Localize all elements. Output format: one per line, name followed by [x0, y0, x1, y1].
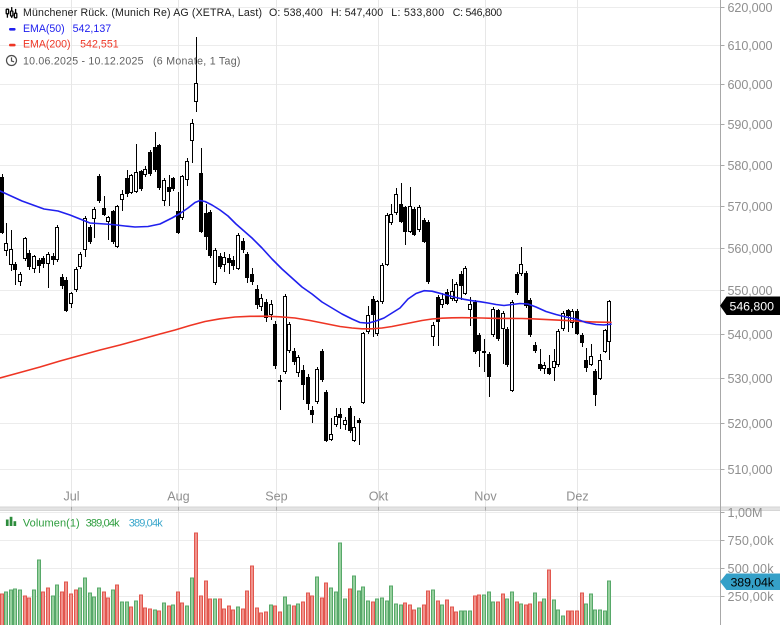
svg-text:H: 547,400: H: 547,400 [331, 7, 383, 19]
svg-text:550,000: 550,000 [728, 284, 773, 298]
svg-text:542,551: 542,551 [80, 38, 119, 50]
svg-text:610,000: 610,000 [728, 39, 773, 53]
svg-text:10.06.2025 - 10.12.2025: 10.06.2025 - 10.12.2025 [23, 56, 144, 68]
svg-text:389,04k: 389,04k [86, 518, 121, 530]
svg-text:Volumen(1): Volumen(1) [23, 518, 80, 530]
svg-text:389,04k: 389,04k [129, 518, 164, 530]
svg-text:EMA(50): EMA(50) [23, 23, 65, 35]
svg-text:C: 546,800: C: 546,800 [453, 7, 502, 19]
svg-text:542,137: 542,137 [73, 23, 112, 35]
svg-text:Jul: Jul [63, 490, 79, 504]
svg-text:O: 538,400: O: 538,400 [269, 7, 323, 19]
svg-text:Aug: Aug [167, 490, 189, 504]
svg-text:Sep: Sep [265, 490, 287, 504]
svg-text:Münchener Rück. (Munich Re) AG: Münchener Rück. (Munich Re) AG (XETRA, L… [23, 7, 262, 19]
svg-text:Nov: Nov [474, 490, 497, 504]
svg-text:600,000: 600,000 [728, 78, 773, 92]
svg-text:590,000: 590,000 [728, 118, 773, 132]
svg-text:510,000: 510,000 [728, 463, 773, 477]
svg-text:530,000: 530,000 [728, 372, 773, 386]
svg-text:620,000: 620,000 [728, 1, 773, 15]
svg-text:546,800: 546,800 [730, 300, 775, 314]
svg-text:540,000: 540,000 [728, 328, 773, 342]
svg-text:560,000: 560,000 [728, 242, 773, 256]
svg-text:(6 Monate, 1 Tag): (6 Monate, 1 Tag) [153, 56, 240, 68]
svg-text:1,00M: 1,00M [728, 506, 763, 520]
svg-text:EMA(200): EMA(200) [23, 38, 71, 50]
svg-text:520,000: 520,000 [728, 417, 773, 431]
svg-text:389,04k: 389,04k [731, 575, 775, 589]
svg-text:750,00k: 750,00k [728, 534, 775, 548]
svg-text:580,000: 580,000 [728, 159, 773, 173]
svg-text:500,00k: 500,00k [728, 562, 775, 576]
svg-text:570,000: 570,000 [728, 200, 773, 214]
svg-text:250,00k: 250,00k [728, 590, 775, 604]
svg-text:L: 533,800: L: 533,800 [391, 7, 444, 19]
svg-text:Dez: Dez [566, 490, 588, 504]
svg-text:Okt: Okt [369, 490, 389, 504]
